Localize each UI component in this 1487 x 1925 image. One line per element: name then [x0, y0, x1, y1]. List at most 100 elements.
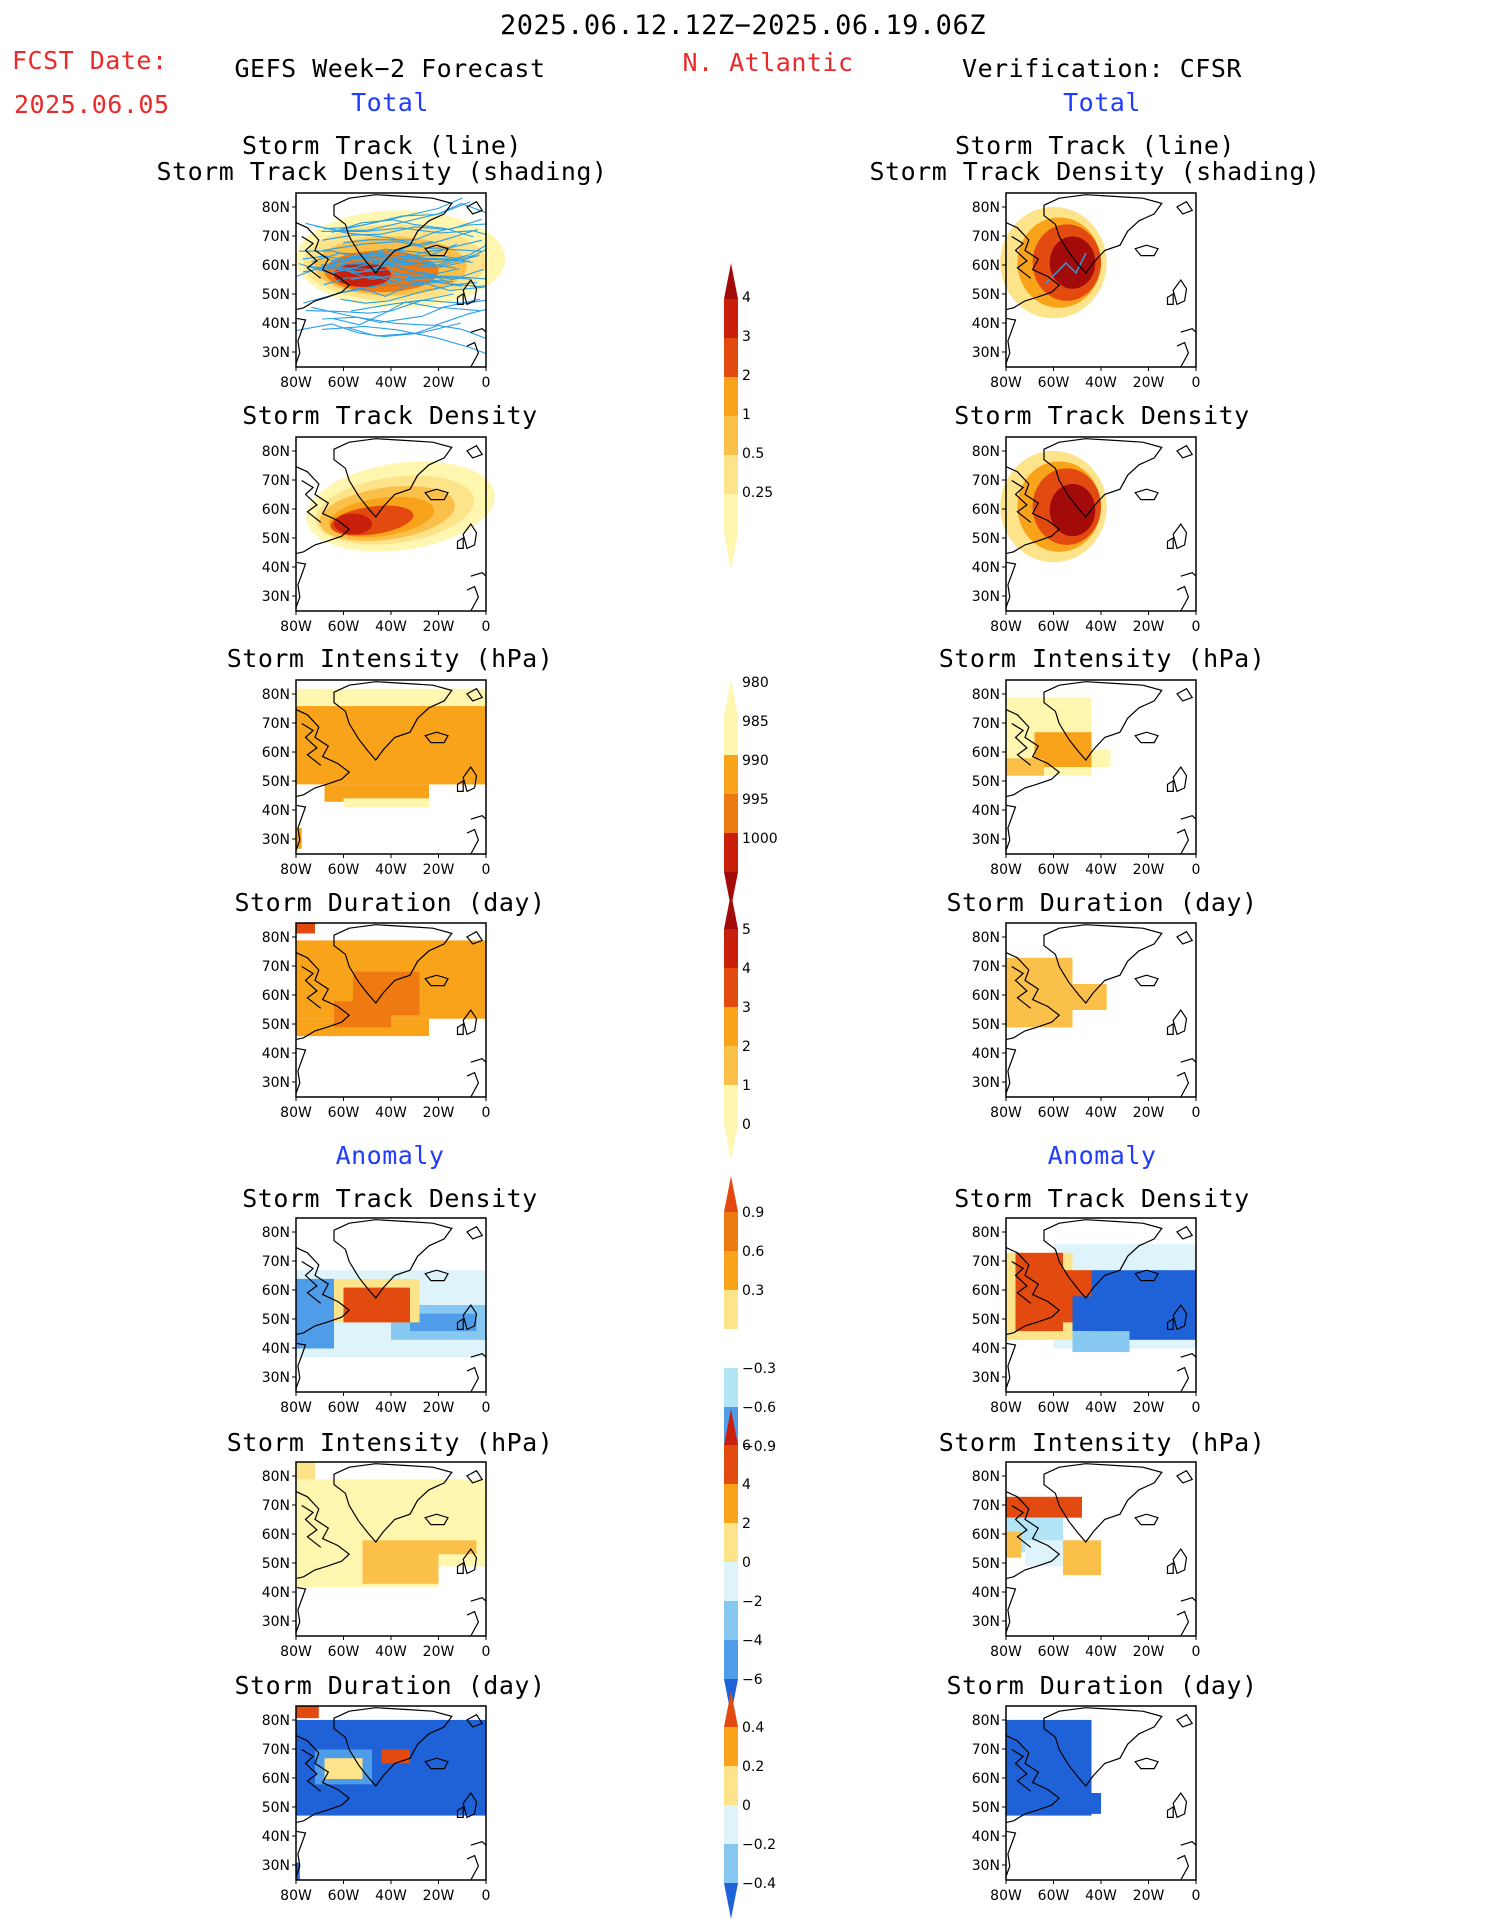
coastline [462, 1008, 478, 1036]
storm-track-line [337, 254, 480, 267]
right-density-anomaly-panel-fill [1006, 1244, 1196, 1352]
lon-tick-label: 20W [1133, 1400, 1165, 1416]
colorbar-duration-total: 0 1 2 3 4 5 [724, 893, 751, 1160]
left-density-panel-coastline [295, 438, 487, 612]
coastline [466, 1841, 487, 1881]
colorbar-duration-anomaly-top-arrow [724, 1691, 738, 1727]
storm-track-line [320, 263, 487, 280]
colorbar-duration-anomaly-segment [724, 1844, 738, 1883]
shading-blob [334, 513, 372, 535]
colorbar-duration-anomaly-segment [724, 1766, 738, 1805]
coastline [456, 1561, 464, 1574]
storm-track-line [350, 281, 487, 291]
coastline [1005, 222, 1061, 311]
coastline [1176, 1841, 1197, 1881]
lon-tick-label: 40W [375, 375, 407, 391]
lon-tick-label: 60W [328, 862, 360, 878]
lat-tick-label: 40N [262, 1585, 290, 1601]
left-track-shading-title: Storm Track Density (shading) [156, 157, 608, 186]
colorbar-duration-anomaly: −0.4 −0.2 0 0.2 0.4 [724, 1691, 776, 1919]
lat-tick-label: 80N [972, 200, 1000, 216]
right-intensity-title: Storm Intensity (hPa) [938, 644, 1266, 673]
left-storm-track-panel-coastline [295, 194, 487, 368]
colorbar-intensity-anomaly-label: 4 [742, 1477, 751, 1493]
colorbar-duration-total-segment [724, 929, 738, 968]
colorbar-duration-total-label: 5 [742, 922, 751, 938]
lon-tick-label: 0 [1192, 1105, 1201, 1121]
shading-blob [1049, 236, 1096, 289]
coastline [1176, 328, 1197, 368]
lat-tick-label: 30N [262, 589, 290, 605]
coastline [301, 1260, 322, 1304]
colorbar-duration-total-label: 0 [742, 1117, 751, 1133]
lat-tick-label: 70N [972, 716, 1000, 732]
lat-tick-label: 70N [262, 229, 290, 245]
coastline [462, 1791, 478, 1819]
coastline [1172, 1303, 1188, 1331]
left-duration-panel-coastline [295, 924, 487, 1098]
lat-tick-label: 80N [262, 1225, 290, 1241]
lat-tick-label: 50N [972, 287, 1000, 303]
left-anom-intensity-title: Storm Intensity (hPa) [226, 1428, 554, 1457]
right-track-line-title: Storm Track (line) [955, 131, 1235, 160]
coastline [1176, 1597, 1197, 1637]
storm-track-line [331, 254, 475, 274]
coastline [333, 194, 453, 274]
colorbar-intensity-anomaly-label: −4 [742, 1633, 763, 1649]
coastline [462, 765, 478, 793]
coastline [1011, 235, 1032, 279]
lat-tick-label: 80N [262, 444, 290, 460]
colorbar-intensity-anomaly-label: 6 [742, 1438, 751, 1454]
colorbar-density-total-segment [724, 494, 738, 533]
coastline [295, 466, 351, 555]
lat-tick-label: 80N [972, 1225, 1000, 1241]
colorbar-density-anomaly-segment [724, 1368, 738, 1407]
lat-tick-label: 80N [972, 1713, 1000, 1729]
storm-track-line [340, 281, 477, 304]
storm-track-line [336, 279, 454, 297]
coastline [1176, 1469, 1194, 1484]
lat-tick-label: 50N [972, 1017, 1000, 1033]
grid-cell [296, 706, 486, 785]
lon-tick-label: 20W [423, 1400, 455, 1416]
colorbar-intensity-total-label: 990 [742, 753, 769, 769]
lat-tick-label: 40N [972, 316, 1000, 332]
grid-cell [1072, 1296, 1111, 1332]
storm-track-line [321, 306, 481, 324]
grid-cell [296, 1462, 315, 1480]
lat-tick-label: 70N [262, 716, 290, 732]
lon-tick-label: 80W [280, 1644, 312, 1660]
lat-tick-label: 40N [262, 316, 290, 332]
grid-cell [1072, 1331, 1130, 1352]
coastline [1011, 722, 1032, 766]
coastline [1176, 200, 1194, 215]
colorbar-duration-total-label: 3 [742, 1000, 751, 1016]
lat-tick-label: 70N [262, 1742, 290, 1758]
coastline [301, 1504, 322, 1548]
left-intensity-anomaly-panel-coastline [295, 1463, 487, 1637]
colorbar-density-total-bottom-arrow [724, 533, 738, 569]
colorbar-density-anomaly-label: −0.6 [742, 1400, 776, 1416]
left-intensity-panel-coastline [295, 681, 487, 855]
lat-tick-label: 30N [972, 1614, 1000, 1630]
left-duration-anomaly-panel-coastline [295, 1707, 487, 1881]
colorbar-intensity-anomaly-segment [724, 1523, 738, 1562]
grid-cell [324, 1758, 363, 1780]
coastline [301, 1748, 322, 1792]
lat-tick-label: 40N [972, 1341, 1000, 1357]
lon-tick-label: 20W [1133, 375, 1165, 391]
colorbar-density-total-segment [724, 416, 738, 455]
storm-track-line [1045, 252, 1087, 284]
lat-tick-label: 40N [262, 560, 290, 576]
colorbar-duration-total-segment [724, 1085, 738, 1124]
lon-tick-label: 40W [1085, 862, 1117, 878]
coastline [295, 1735, 351, 1824]
lat-tick-label: 30N [972, 1858, 1000, 1874]
coastline [1166, 1022, 1174, 1035]
lat-tick-label: 60N [262, 1771, 290, 1787]
coastline [295, 1247, 351, 1336]
lon-tick-label: 0 [482, 1400, 491, 1416]
coastline [1134, 1757, 1159, 1770]
lat-tick-label: 40N [262, 803, 290, 819]
coastline [1176, 1713, 1194, 1728]
